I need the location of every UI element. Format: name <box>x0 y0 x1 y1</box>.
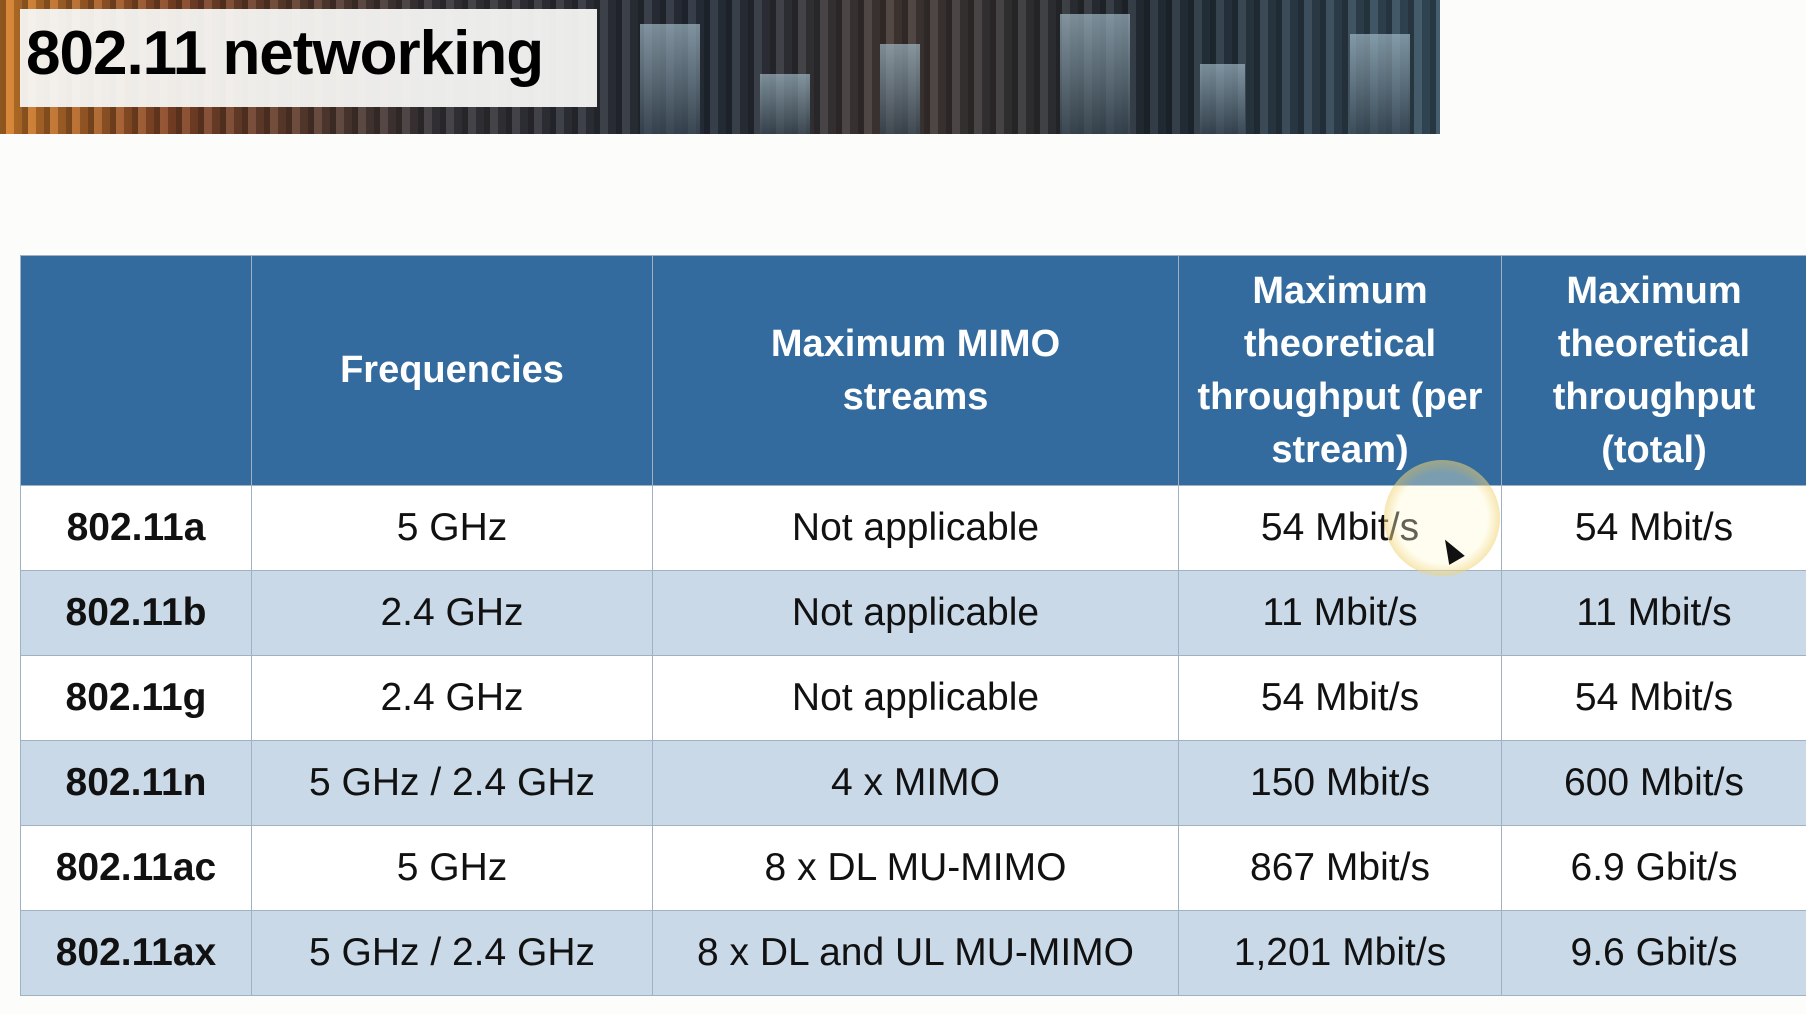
table-row: 802.11a 5 GHz Not applicable 54 Mbit/s 54 Mb… <box>20 485 1806 571</box>
cell-frequency: 5 GHz <box>251 825 653 911</box>
table-row: 802.11g 2.4 GHz Not applicable 54 Mbit/s 54 … <box>20 655 1806 741</box>
header-row: Frequencies Maximum MIMO streams Maximum… <box>20 255 1806 486</box>
cell-frequency: 5 GHz / 2.4 GHz <box>251 740 653 826</box>
cell-frequency: 5 GHz / 2.4 GHz <box>251 910 653 996</box>
cell-mimo-streams: Not applicable <box>652 485 1179 571</box>
cell-standard: 802.11ac <box>20 825 252 911</box>
cell-mimo-streams: 8 x DL MU-MIMO <box>652 825 1179 911</box>
cell-frequency: 2.4 GHz <box>251 655 653 741</box>
city-banner-image <box>0 0 1440 134</box>
cell-throughput-total: 54 Mbit/s <box>1501 485 1806 571</box>
cell-throughput-per-stream: 54 Mbit/s <box>1178 655 1502 741</box>
cell-standard: 802.11n <box>20 740 252 826</box>
cell-throughput-per-stream: 150 Mbit/s <box>1178 740 1502 826</box>
cell-throughput-total: 600 Mbit/s <box>1501 740 1806 826</box>
cell-mimo-streams: 4 x MIMO <box>652 740 1179 826</box>
slide-title: 802.11 networking <box>26 19 544 88</box>
cell-mimo-streams: Not applicable <box>652 570 1179 656</box>
header-frequencies: Frequencies <box>251 255 653 486</box>
cell-frequency: 5 GHz <box>251 485 653 571</box>
cell-throughput-total: 9.6 Gbit/s <box>1501 910 1806 996</box>
cell-mimo-streams: 8 x DL and UL MU-MIMO <box>652 910 1179 996</box>
cursor-highlight <box>1384 460 1500 576</box>
header-throughput-total: Maximum theoretical throughput (total) <box>1501 255 1806 486</box>
table-row: 802.11ac 5 GHz 8 x DL MU-MIMO 867 Mbit/s 6.9… <box>20 825 1806 911</box>
cell-frequency: 2.4 GHz <box>251 570 653 656</box>
cell-mimo-streams: Not applicable <box>652 655 1179 741</box>
cell-throughput-per-stream: 867 Mbit/s <box>1178 825 1502 911</box>
cell-throughput-total: 54 Mbit/s <box>1501 655 1806 741</box>
cell-standard: 802.11b <box>20 570 252 656</box>
cell-standard: 802.11ax <box>20 910 252 996</box>
header-standard <box>20 255 252 486</box>
table-row: 802.11n 5 GHz / 2.4 GHz 4 x MIMO 150 Mbit/s… <box>20 740 1806 826</box>
cell-throughput-total: 11 Mbit/s <box>1501 570 1806 656</box>
wifi-standards-table: Frequencies Maximum MIMO streams Maximum… <box>20 255 1806 996</box>
header-mimo-streams: Maximum MIMO streams <box>652 255 1179 486</box>
cell-throughput-total: 6.9 Gbit/s <box>1501 825 1806 911</box>
table-row: 802.11ax 5 GHz / 2.4 GHz 8 x DL and UL MU-… <box>20 910 1806 996</box>
title-box <box>20 9 597 107</box>
cell-standard: 802.11a <box>20 485 252 571</box>
table-row: 802.11b 2.4 GHz Not applicable 11 Mbit/s 11 … <box>20 570 1806 656</box>
cell-standard: 802.11g <box>20 655 252 741</box>
cell-throughput-per-stream: 1,201 Mbit/s <box>1178 910 1502 996</box>
header-throughput-per-stream: Maximum theoretical throughput (per stre… <box>1178 255 1502 486</box>
cell-throughput-per-stream: 11 Mbit/s <box>1178 570 1502 656</box>
